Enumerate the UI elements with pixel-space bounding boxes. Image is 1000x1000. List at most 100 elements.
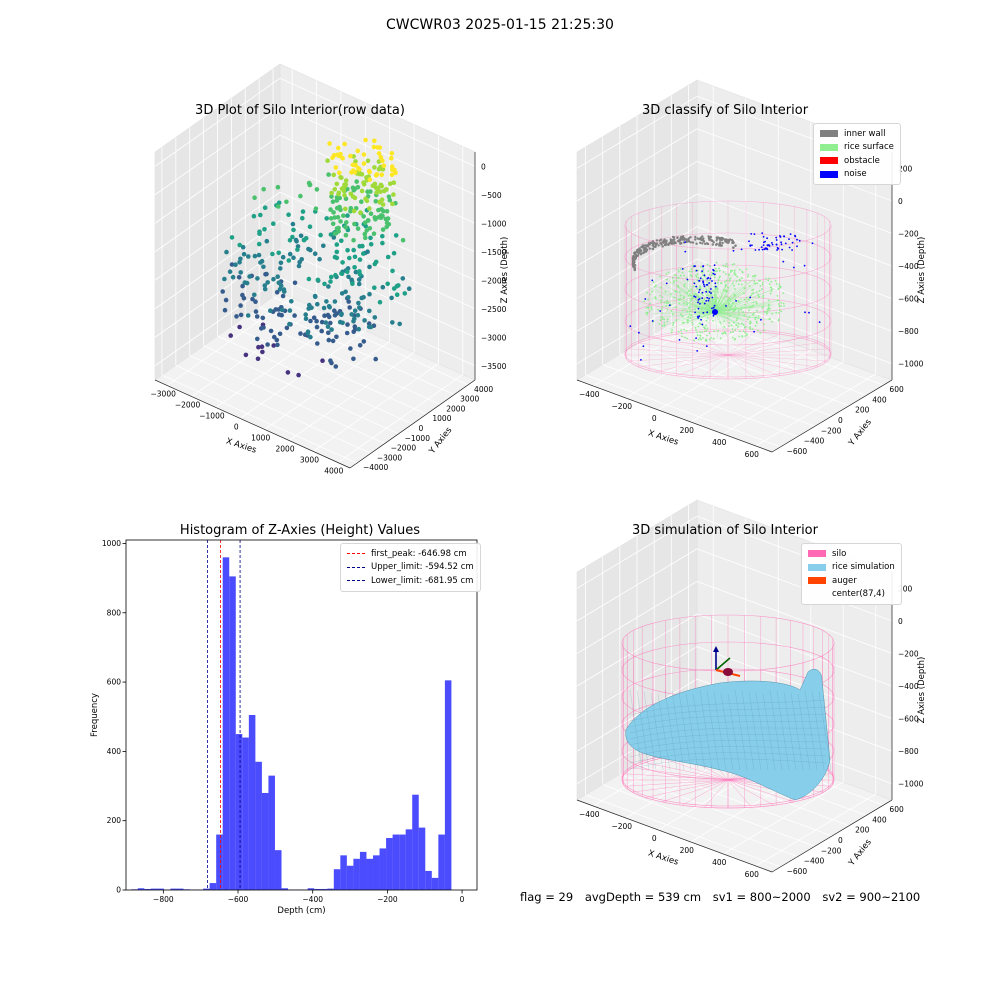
raw-point <box>313 294 318 300</box>
histogram-bar <box>340 855 347 890</box>
legend-label-silo: silo <box>832 548 847 559</box>
rice-surface-point <box>734 294 736 297</box>
silo-spoke <box>676 354 729 377</box>
rice-surface-point <box>698 286 701 289</box>
noise-point <box>695 269 698 272</box>
inner-wall-point <box>724 240 727 243</box>
rice-surface-ray <box>714 311 718 339</box>
rice-surface-point <box>673 296 676 299</box>
raw-point <box>354 179 360 184</box>
legend-swatch-auger <box>808 577 826 585</box>
raw-point <box>367 226 373 231</box>
raw-point <box>289 299 294 304</box>
legend-entry-first-peak: first_peak: -646.98 cm <box>347 547 474 561</box>
rice-surface-point <box>718 277 721 279</box>
rice-surface-point <box>722 332 725 335</box>
legend-line-first-peak <box>347 553 365 555</box>
noise-point <box>762 235 765 238</box>
raw-point <box>373 259 379 265</box>
rice-surface-point <box>671 329 673 331</box>
noise-point <box>793 266 795 269</box>
rice-surface-point <box>778 318 780 321</box>
classify-z-axis-label: Z Axies (Depth) <box>917 237 927 304</box>
raw-point <box>385 216 391 221</box>
simulation-z-tick-label: −1000 <box>898 780 924 789</box>
noise-point <box>684 241 687 244</box>
rice-surface-ray <box>687 282 716 313</box>
inner-wall-point <box>640 249 643 252</box>
rice-surface-point <box>731 328 734 331</box>
rice-surface-point <box>685 276 688 279</box>
rice-surface-point <box>731 302 734 305</box>
rice-simulation-mesh <box>629 727 827 740</box>
rice-surface-ray <box>714 311 780 314</box>
raw-point <box>331 210 336 215</box>
sv2-value: sv2 = 900~2100 <box>822 890 921 904</box>
rice-surface-point <box>687 319 690 321</box>
rice-surface-point <box>725 279 728 282</box>
raw-point <box>362 231 368 237</box>
raw-x-axis-line <box>154 379 351 469</box>
rice-surface-point <box>744 331 746 334</box>
status-footer: flag = 29 avgDepth = 539 cm sv1 = 800~20… <box>520 890 928 904</box>
inner-wall-point <box>657 244 660 247</box>
classify-grid-y <box>585 374 781 448</box>
rice-surface-point <box>735 280 738 282</box>
rice-surface-point <box>736 275 739 278</box>
raw-point <box>385 254 391 260</box>
noise-point <box>693 295 696 298</box>
noise-point <box>708 291 711 293</box>
noise-point <box>701 323 704 326</box>
rice-surface-point <box>732 285 735 287</box>
rice-surface-point <box>728 297 730 300</box>
rice-simulation-mesh <box>727 693 741 771</box>
rice-simulation-mesh <box>671 690 685 771</box>
silo-spoke <box>655 354 729 373</box>
rice-surface-point <box>778 309 781 311</box>
rice-surface-point <box>661 306 664 308</box>
rice-surface-point <box>779 285 782 288</box>
rice-surface-point <box>688 313 691 315</box>
rice-simulation-mesh <box>811 690 825 771</box>
legend-label-auger: auger <box>832 575 857 586</box>
inner-wall-point <box>687 238 690 242</box>
raw-point <box>328 320 333 326</box>
raw-grid-z <box>279 163 476 253</box>
legend-entry-obstacle: obstacle <box>820 154 894 168</box>
classify-y-tick-label: −600 <box>787 447 808 456</box>
classify-grid-y <box>602 364 798 437</box>
rice-surface-ray <box>714 296 729 313</box>
rice-surface-point <box>714 267 717 270</box>
rice-surface-point <box>657 309 660 311</box>
raw-point <box>298 331 303 336</box>
raw-point <box>332 231 338 236</box>
rice-surface-point <box>780 305 782 307</box>
inner-wall-point <box>694 238 697 241</box>
raw-point <box>240 244 246 250</box>
inner-wall-point <box>633 251 637 255</box>
rice-surface-point <box>696 294 698 297</box>
rice-surface-point <box>694 292 697 295</box>
raw-point <box>352 327 358 332</box>
silo-spoke <box>727 354 828 362</box>
rice-surface-point <box>686 303 688 306</box>
rice-surface-point <box>683 302 685 305</box>
classify-grid-z <box>576 193 698 267</box>
raw-point <box>372 315 378 320</box>
inner-wall-point <box>652 242 655 245</box>
raw-point <box>254 336 260 342</box>
rice-surface-point <box>672 280 675 283</box>
noise-point <box>784 242 787 245</box>
raw-point <box>230 274 236 280</box>
classify-legend: inner wall rice surface obstacle noise <box>813 123 901 185</box>
rice-surface-point <box>677 284 680 287</box>
rice-surface-point <box>719 282 722 284</box>
rice-surface-point <box>776 295 779 297</box>
raw-point <box>220 289 225 294</box>
rice-simulation-mesh <box>755 692 769 771</box>
noise-point <box>698 291 700 294</box>
rice-surface-point <box>666 278 668 281</box>
classify-y-tick-label: −200 <box>821 426 842 435</box>
rice-surface-point <box>752 304 754 307</box>
raw-point <box>240 283 245 289</box>
